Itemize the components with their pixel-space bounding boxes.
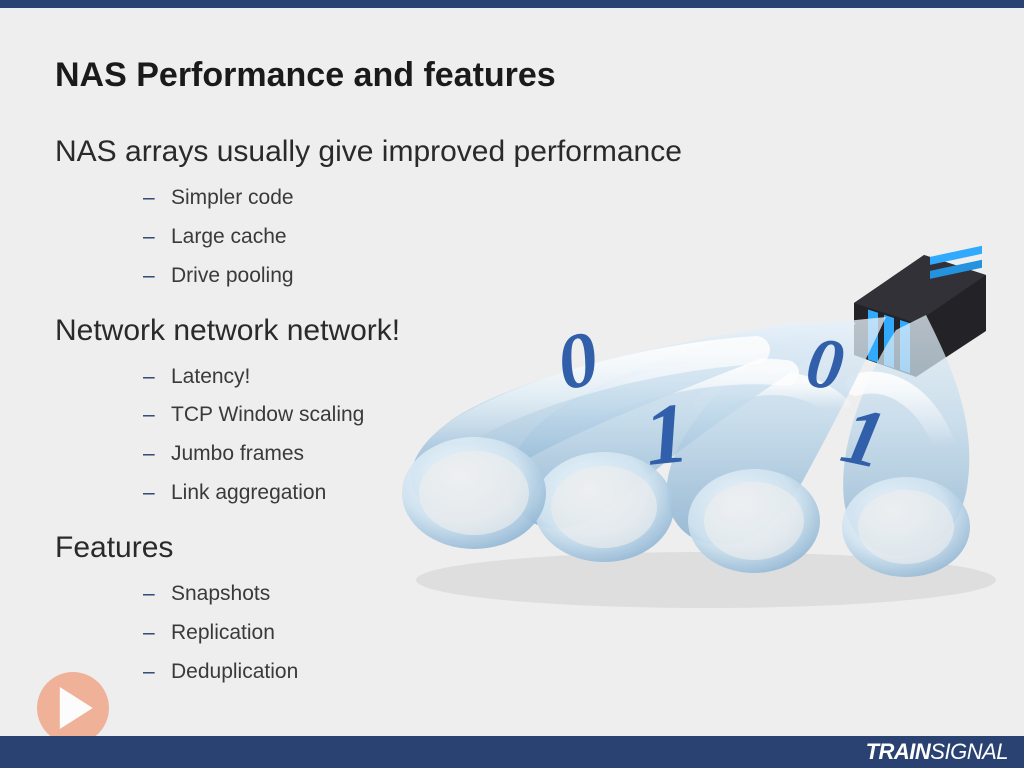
brand-train: TRAIN — [866, 739, 931, 764]
play-icon — [37, 672, 109, 744]
list-item: Deduplication — [143, 653, 969, 692]
section-heading: NAS arrays usually give improved perform… — [55, 135, 969, 169]
tubes-binary-illustration: 0 1 0 1 — [386, 245, 1006, 625]
slide-title: NAS Performance and features — [55, 56, 969, 95]
top-accent-bar — [0, 0, 1024, 8]
footer-bar: TRAINSIGNAL — [0, 736, 1024, 768]
list-item: Simpler code — [143, 179, 969, 218]
brand-signal: SIGNAL — [930, 739, 1008, 764]
trainsignal-logo: TRAINSIGNAL — [866, 739, 1008, 765]
play-triangle-icon — [60, 687, 93, 729]
